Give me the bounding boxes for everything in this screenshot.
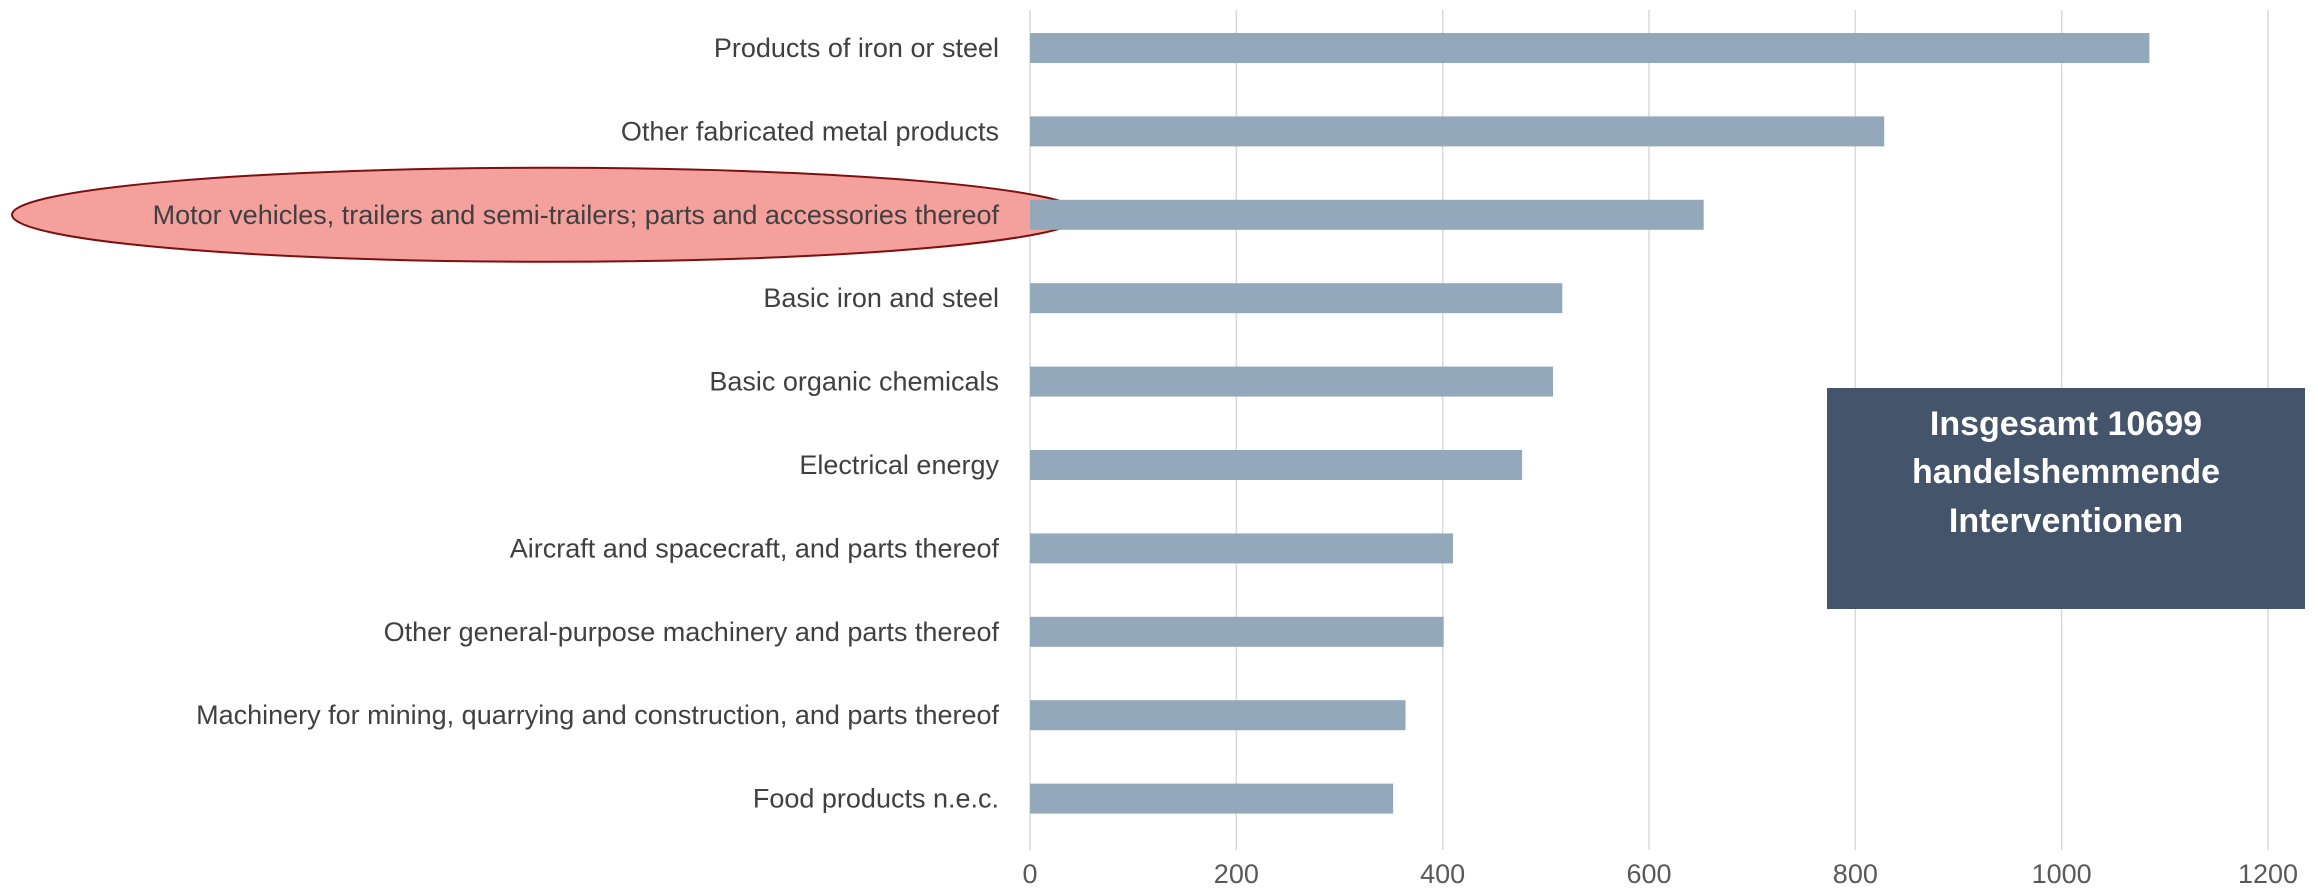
callout-line-2: handelshemmende [1912,453,2220,491]
category-label: Motor vehicles, trailers and semi-traile… [153,200,1000,230]
category-label: Other fabricated metal products [621,116,999,146]
x-tick-label: 600 [1626,859,1671,889]
x-axis-ticks: 0 200 400 600 800 1000 1200 [1022,859,2298,889]
bar [1030,33,2150,63]
category-label: Aircraft and spacecraft, and parts there… [510,533,1000,563]
x-tick-label: 800 [1833,859,1878,889]
bar [1030,450,1523,480]
bar [1030,700,1406,731]
x-tick-label: 1200 [2238,859,2298,889]
bar [1030,783,1394,814]
category-label: Basic iron and steel [763,283,999,313]
x-tick-label: 200 [1214,859,1259,889]
category-label: Food products n.e.c. [753,784,999,814]
bar [1030,199,1704,230]
category-label: Other general-purpose machinery and part… [384,617,1000,647]
total-callout: Insgesamt 10699 handelshemmende Interven… [1827,388,2305,609]
category-labels: Products of iron or steel Other fabricate… [153,33,1000,814]
x-tick-label: 1000 [2032,859,2092,889]
category-label: Products of iron or steel [714,33,999,63]
category-label: Basic organic chemicals [709,367,999,397]
bar [1030,366,1554,397]
x-tick-label: 400 [1420,859,1465,889]
bar [1030,616,1444,647]
bar [1030,283,1563,314]
callout-box [1827,388,2305,609]
bar [1030,116,1885,147]
callout-line-1: Insgesamt 10699 [1930,405,2202,443]
callout-line-3: Interventionen [1949,502,2183,540]
x-tick-label: 0 [1022,859,1037,889]
bars [1030,33,2150,814]
category-label: Electrical energy [799,450,999,480]
category-label: Machinery for mining, quarrying and cons… [196,700,999,730]
bar [1030,533,1453,564]
